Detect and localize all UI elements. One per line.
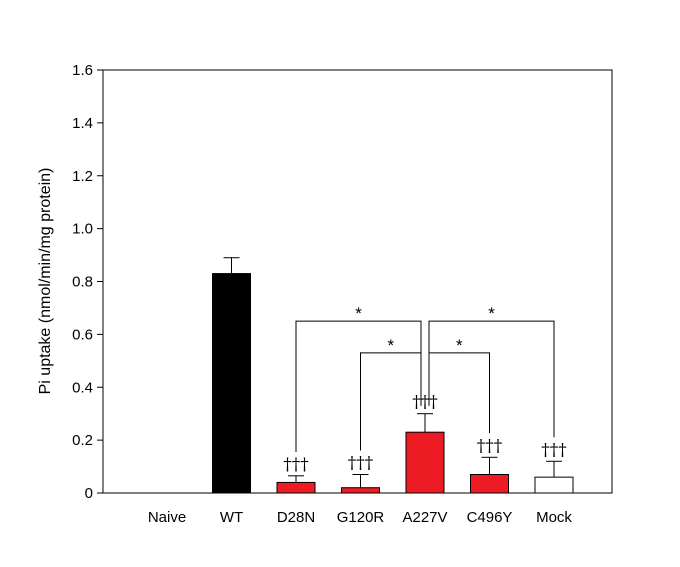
y-tick-label: 1.0 [72, 221, 93, 238]
y-axis-title: Pi uptake (nmol/min/mg protein) [37, 168, 54, 395]
dagger-label: ††† [477, 436, 503, 456]
dagger-label: ††† [541, 440, 567, 460]
y-tick-label: 0.6 [72, 326, 93, 343]
dagger-label: ††† [412, 393, 438, 413]
x-tick-label: A227V [402, 509, 447, 526]
bar-wt [212, 273, 251, 494]
y-tick-label: 0.4 [72, 379, 93, 396]
y-tick-label: 0.8 [72, 274, 93, 291]
axes: 0 0.2 0.4 0.6 0.8 1.0 1.2 1.4 1.6 [72, 62, 613, 502]
significance-star: * [456, 336, 463, 355]
y-tick-label: 0.2 [72, 432, 93, 449]
significance-star: * [488, 304, 495, 323]
x-tick-label: D28N [277, 509, 315, 526]
significance-bracket [428, 320, 555, 438]
dagger-label: ††† [283, 455, 309, 475]
significance-star: * [387, 336, 394, 355]
bar-c496y [470, 473, 509, 494]
significance-bracket [360, 352, 422, 451]
y-tick-label: 1.2 [72, 168, 93, 185]
dagger-label: ††† [348, 453, 374, 473]
x-tick-label: WT [220, 509, 243, 526]
y-tick-label: 1.6 [72, 62, 93, 79]
bar-a227v [405, 431, 445, 494]
y-tick-label: 1.4 [72, 115, 93, 132]
x-tick-label: G120R [337, 509, 385, 526]
significance-bracket [295, 320, 422, 452]
significance-star: * [355, 304, 362, 323]
y-tick-label: 0 [85, 485, 93, 502]
bar-mock [534, 476, 574, 494]
x-tick-label: Mock [536, 509, 572, 526]
bars: Naive WT D28N G120R A227V C496Y Mock [148, 257, 574, 526]
x-tick-label: C496Y [467, 509, 513, 526]
annotations: ††† ††† ††† ††† ††† * * * * [283, 304, 567, 475]
plot-frame [102, 69, 613, 494]
x-tick-label: Naive [148, 509, 186, 526]
bar-d28n [276, 481, 316, 494]
significance-bracket [428, 352, 490, 434]
bar-g120r [341, 487, 380, 494]
